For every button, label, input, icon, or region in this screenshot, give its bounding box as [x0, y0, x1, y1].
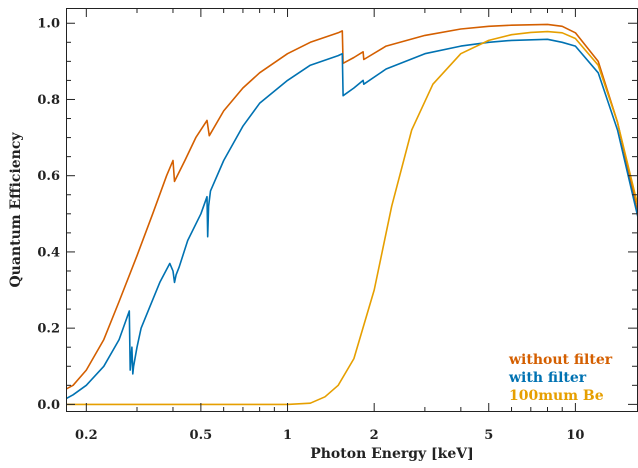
- x-tick-label: 0.5: [190, 428, 213, 443]
- legend-entry-2: 100mum Be: [509, 388, 604, 404]
- y-tick-label: 0.2: [37, 322, 60, 337]
- series-line-0: [66, 23, 638, 390]
- x-axis-title: Photon Energy [keV]: [310, 446, 474, 462]
- y-tick-label: 0.0: [37, 398, 60, 413]
- x-tick-label: 0.2: [75, 428, 98, 443]
- y-axis-ticks: 0.0 0.2 0.4 0.6 0.8 1.0: [37, 17, 637, 413]
- series-line-2: [66, 30, 638, 406]
- y-tick-label: 0.6: [37, 169, 60, 184]
- legend: without filter with filter 100mum Be: [508, 352, 613, 404]
- y-tick-label: 1.0: [37, 17, 60, 32]
- x-tick-label: 2: [370, 428, 379, 443]
- series-line-1: [66, 38, 638, 400]
- x-tick-label: 5: [484, 428, 493, 443]
- legend-entry-0: without filter: [508, 352, 613, 368]
- x-axis-ticks: 0.2 0.5 1 2 5 10: [75, 8, 584, 443]
- x-tick-label: 10: [566, 428, 584, 443]
- legend-entry-1: with filter: [508, 370, 587, 386]
- y-tick-label: 0.8: [37, 93, 60, 108]
- y-tick-label: 0.4: [37, 245, 60, 260]
- y-axis-title: Quantum Efficiency: [8, 132, 24, 288]
- series-layer: [66, 23, 638, 406]
- x-tick-label: 1: [283, 428, 292, 443]
